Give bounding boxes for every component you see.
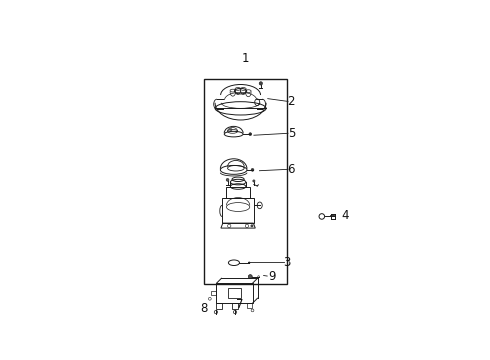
- Circle shape: [249, 133, 252, 135]
- Text: 7: 7: [236, 298, 244, 311]
- Text: 1: 1: [242, 52, 249, 65]
- Bar: [227, 288, 242, 298]
- Circle shape: [248, 275, 252, 279]
- Bar: [217, 303, 222, 309]
- Bar: [204, 79, 287, 284]
- Text: 8: 8: [200, 302, 208, 315]
- Bar: [222, 198, 254, 223]
- Text: 4: 4: [342, 208, 349, 221]
- Text: 3: 3: [284, 256, 291, 269]
- Text: 6: 6: [288, 163, 295, 176]
- Bar: [212, 291, 217, 296]
- Circle shape: [226, 179, 229, 181]
- Text: 9: 9: [268, 270, 276, 283]
- Text: 2: 2: [288, 95, 295, 108]
- Circle shape: [253, 180, 255, 182]
- Bar: [232, 303, 238, 309]
- Circle shape: [259, 82, 263, 85]
- Circle shape: [251, 168, 254, 171]
- Circle shape: [251, 225, 253, 227]
- Circle shape: [248, 262, 250, 264]
- Bar: [247, 303, 252, 308]
- Bar: [217, 283, 252, 303]
- Text: 5: 5: [288, 127, 295, 140]
- Bar: [226, 186, 250, 198]
